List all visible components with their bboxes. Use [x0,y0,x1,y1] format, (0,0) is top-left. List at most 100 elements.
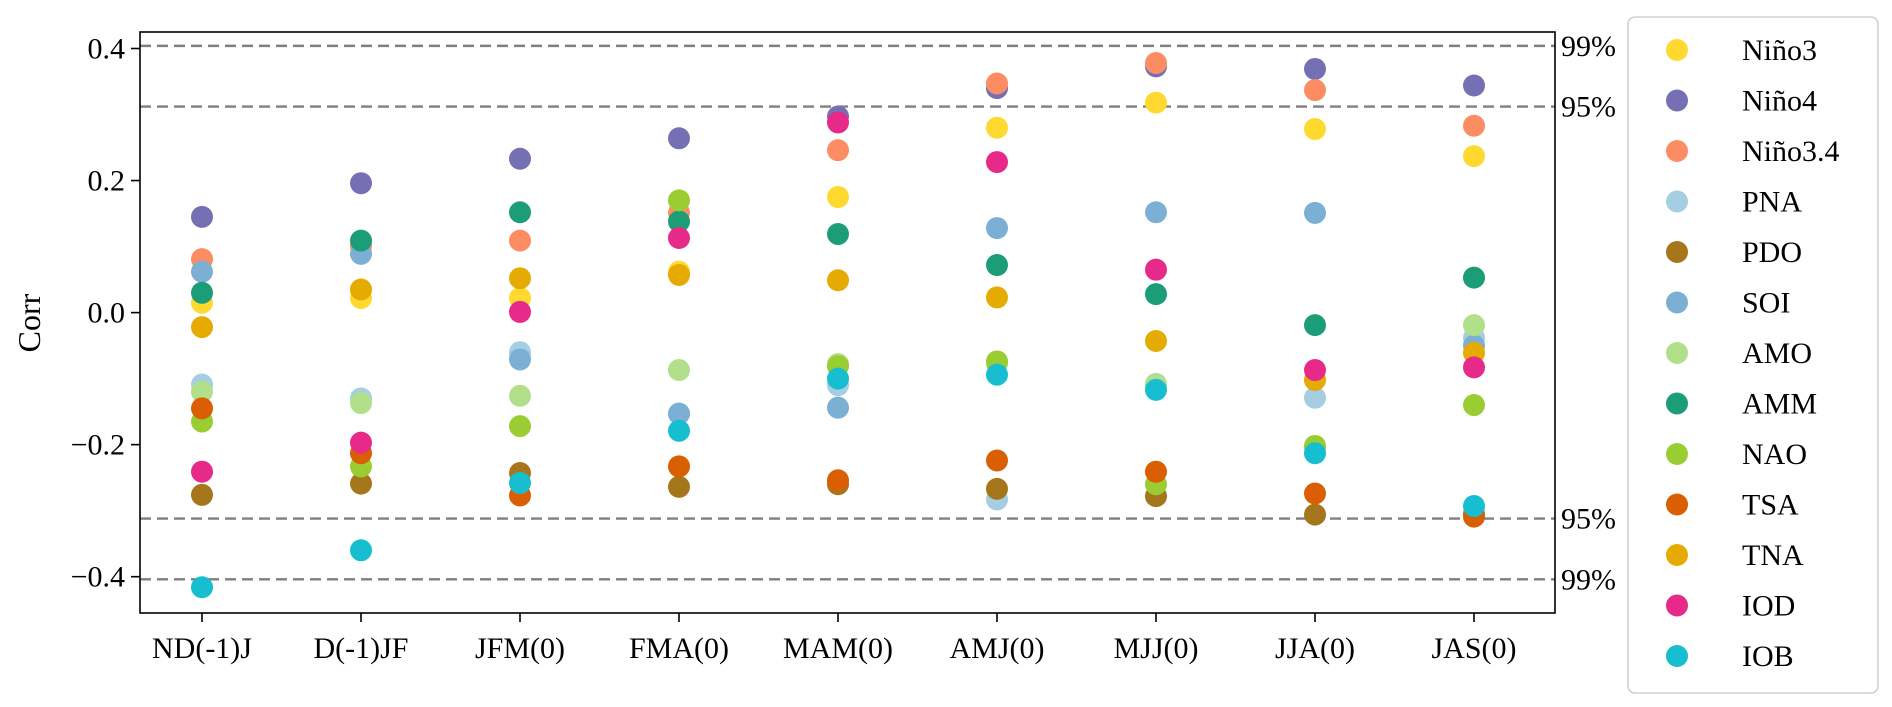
point-iod [1304,359,1326,382]
legend: Niño3 Niño4 Niño3.4 PNA PDO SOI AMO AMM NAO TSA TN… [1627,16,1879,694]
point-amm [350,229,372,252]
y-axis-ticks: 0.4 0.2 0.0 −0.2 −0.4 [71,33,140,594]
point-tsa [1304,482,1326,505]
point-tsa [1145,460,1167,483]
point-iob [1463,495,1485,518]
data-points [191,52,1485,599]
point-amm [191,281,213,304]
legend-label: PNA [1742,186,1802,219]
x-tick-label: D(-1)JF [314,632,409,665]
point-nino4 [350,172,372,195]
point-iod [986,151,1008,174]
point-iod [827,111,849,134]
point-soi [509,348,531,371]
point-nino3 [1463,145,1485,168]
reference-line-label: 95% [1561,91,1616,124]
point-iob [1145,378,1167,401]
reference-line-label: 95% [1561,503,1616,536]
point-nino4 [509,147,531,170]
point-amm [509,201,531,224]
legend-label: AMO [1742,337,1812,370]
point-tna [191,316,213,339]
point-soi [191,260,213,283]
point-iod [350,431,372,454]
point-iob [827,367,849,390]
legend-label: Niño3 [1742,34,1817,67]
legend-label: Niño4 [1742,85,1817,118]
point-soi [668,402,690,425]
x-tick-label: MAM(0) [783,632,893,665]
point-nino3-4 [986,72,1008,95]
point-pdo [668,475,690,498]
point-nino3-4 [1463,114,1485,137]
point-amm [827,223,849,246]
point-nino3-4 [509,229,531,252]
point-tna [986,286,1008,309]
point-tsa [191,397,213,420]
point-amo [350,392,372,415]
point-pdo [986,477,1008,500]
point-iob [668,419,690,442]
point-pna [1304,386,1326,409]
legend-marker [1666,645,1688,667]
point-iob [191,576,213,599]
x-tick-label: MJJ(0) [1113,632,1198,665]
point-nino3 [827,186,849,209]
point-tsa [668,455,690,478]
point-nino4 [668,127,690,150]
x-tick-label: AMJ(0) [950,632,1045,665]
point-iob [1304,442,1326,465]
legend-marker [1666,544,1688,566]
series-iob [191,363,1485,599]
y-tick-label: 0.2 [88,165,126,198]
point-tna [1145,329,1167,352]
point-tna [350,278,372,301]
point-iod [1463,356,1485,379]
legend-marker [1666,594,1688,617]
point-iob [509,471,531,494]
legend-label: Niño3.4 [1742,135,1840,168]
point-nao [668,189,690,212]
legend-label: TSA [1742,489,1799,522]
point-nino3 [1304,118,1326,141]
point-amm [1463,266,1485,289]
series-amm [191,201,1485,337]
point-amo [191,380,213,403]
legend-label: PDO [1742,236,1802,269]
reference-line-label: 99% [1561,563,1616,596]
point-nino4 [1463,74,1485,97]
legend-marker [1666,140,1688,162]
point-iob [350,539,372,562]
point-tsa [986,449,1008,472]
point-nino3 [986,116,1008,139]
point-iob [986,363,1008,386]
point-nino3 [1145,91,1167,114]
y-tick-label: 0.0 [88,297,126,330]
x-tick-label: JAS(0) [1431,632,1516,665]
legend-marker [1666,190,1688,213]
legend-box [1627,16,1879,694]
series-tna [191,263,1485,391]
x-tick-label: JFM(0) [475,632,565,665]
legend-marker [1666,493,1688,516]
reference-line-labels: 99% 95% 95% 99% [1561,30,1616,596]
x-tick-label: FMA(0) [629,632,729,665]
legend-marker [1666,291,1688,314]
y-tick-label: −0.4 [71,561,125,594]
x-axis-ticks: ND(-1)J D(-1)JF JFM(0) FMA(0) MAM(0) AMJ(0) MJ… [152,613,1517,665]
point-pdo [191,483,213,506]
point-nino3-4 [827,139,849,162]
point-nino3-4 [1304,79,1326,102]
point-nao [1463,394,1485,417]
point-iod [191,460,213,483]
legend-marker [1666,89,1688,112]
legend-marker [1666,241,1688,263]
point-amo [509,384,531,407]
legend-marker [1666,443,1688,465]
point-iod [668,226,690,249]
legend-label: SOI [1742,287,1790,320]
legend-marker [1666,39,1688,61]
legend-label: TNA [1742,539,1804,572]
point-nino4 [191,205,213,228]
point-iod [509,300,531,323]
